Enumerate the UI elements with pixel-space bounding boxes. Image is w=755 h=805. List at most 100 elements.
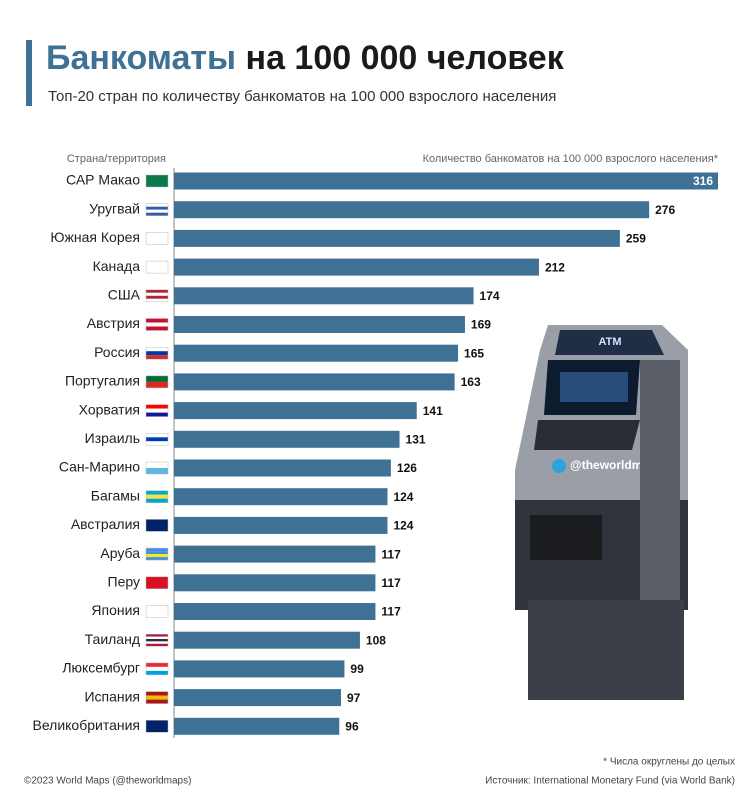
flag-border: [145, 232, 169, 245]
flag-border: [145, 174, 169, 188]
flag-stripe: [146, 404, 168, 409]
flag-stripe: [146, 351, 168, 356]
flag-stripe: [146, 206, 168, 210]
chart-title: Банкоматы на 100 000 человек: [46, 39, 565, 77]
flag-border: [145, 519, 169, 532]
category-label: Перу: [108, 574, 140, 590]
flag-stripe: [146, 662, 168, 667]
flag-stripe: [146, 232, 168, 245]
flag-border: [145, 346, 169, 360]
flag-stripe: [146, 412, 168, 417]
category-label: Австралия: [71, 516, 140, 532]
subtitle: Топ-20 стран по количеству банкоматов на…: [48, 88, 556, 105]
category-label: Люксембург: [62, 660, 140, 676]
flag-stripe: [146, 494, 168, 499]
bar: [174, 488, 388, 506]
flag-stripe: [146, 212, 168, 216]
flag-stripe: [146, 381, 168, 388]
bar: [174, 287, 474, 305]
bar: [174, 689, 341, 707]
flag-stripe: [146, 289, 168, 293]
value-label: 117: [381, 605, 401, 619]
flag-stripe: [146, 641, 168, 644]
flag-stripe: [146, 490, 168, 495]
bar: [174, 574, 376, 592]
category-label: Португалия: [65, 373, 140, 389]
flag-border: [145, 461, 169, 475]
flag-stripe: [146, 292, 168, 296]
flag-stripe: [146, 643, 168, 647]
flag-stripe: [146, 441, 168, 446]
flag-border: [145, 720, 169, 733]
category-label: Южная Корея: [50, 229, 140, 245]
flag-stripe: [146, 551, 168, 555]
flag-stripe: [146, 636, 168, 639]
bar: [174, 344, 459, 362]
bar: [174, 603, 376, 620]
category-label: Таиланд: [85, 631, 140, 647]
category-label: Великобритания: [32, 717, 140, 733]
flag-stripe: [146, 437, 168, 442]
flag-stripe: [146, 462, 168, 468]
flag-stripe: [146, 295, 168, 299]
flag-stripe: [146, 209, 168, 213]
flag-stripe: [146, 639, 168, 642]
bar: [174, 229, 620, 247]
flag-stripe: [146, 699, 168, 704]
bar: [174, 373, 455, 391]
flag-stripe: [146, 605, 168, 618]
flag-border: [145, 404, 169, 417]
value-label: 131: [406, 432, 426, 446]
flag-stripe: [146, 322, 168, 327]
value-label: 259: [626, 232, 646, 246]
value-label: 126: [397, 461, 417, 475]
bar: [174, 201, 650, 219]
flag-border: [145, 490, 169, 503]
bar: [174, 660, 345, 678]
title-accent-bar: [26, 40, 32, 106]
flag-stripe: [146, 554, 168, 558]
category-label: Аруба: [100, 545, 140, 561]
value-label: 163: [461, 375, 481, 389]
value-label: 117: [381, 547, 401, 561]
flag-stripe: [146, 318, 168, 323]
flag-stripe: [146, 347, 168, 352]
flag-stripe: [146, 548, 168, 552]
footnote: * Числа округлены до целых: [603, 757, 735, 768]
bar: [174, 459, 391, 477]
title-rest: на 100 000 человек: [246, 39, 565, 77]
flag-border: [145, 433, 169, 446]
category-label: Япония: [91, 602, 140, 618]
category-label: Россия: [94, 344, 140, 360]
flag-stripe: [146, 695, 168, 700]
flag-stripe: [146, 203, 168, 207]
flag-stripe: [146, 261, 168, 274]
bar: [174, 545, 376, 563]
value-label: 169: [471, 318, 491, 332]
flag-border: [145, 547, 169, 561]
flag-stripe: [146, 433, 168, 438]
value-header: Количество банкоматов на 100 000 взросло…: [423, 153, 719, 165]
value-label: 117: [381, 576, 401, 590]
flag-stripe: [146, 175, 168, 187]
category-label: Канада: [93, 258, 141, 274]
bar: [174, 631, 360, 649]
flag-border: [145, 691, 169, 704]
flag-stripe: [146, 634, 168, 637]
flag-border: [145, 605, 169, 618]
flag-border: [145, 633, 169, 647]
bar: [174, 316, 465, 333]
flag-border: [145, 260, 169, 274]
category-label: Израиль: [85, 430, 140, 446]
flag-border: [145, 662, 169, 676]
flag-stripe: [146, 468, 168, 474]
flag-stripe: [146, 498, 168, 503]
flag-stripe: [146, 557, 168, 561]
value-label: 108: [366, 633, 386, 647]
bar: [174, 402, 417, 420]
value-label: 124: [393, 519, 413, 533]
value-label: 174: [480, 289, 500, 303]
flag-stripe: [146, 298, 168, 302]
bar: [174, 430, 400, 448]
